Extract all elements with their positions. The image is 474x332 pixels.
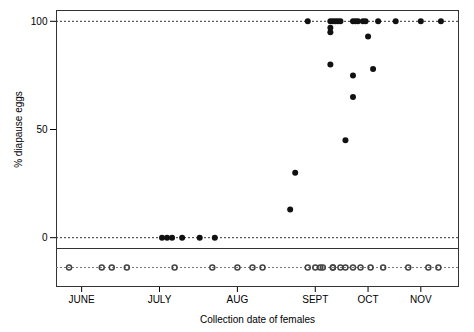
svg-text:% diapause eggs: % diapause eggs xyxy=(13,91,24,168)
svg-text:AUG: AUG xyxy=(227,294,249,305)
svg-text:0: 0 xyxy=(42,232,48,243)
svg-text:50: 50 xyxy=(36,124,48,135)
svg-text:NOV: NOV xyxy=(410,294,432,305)
svg-text:OCT: OCT xyxy=(357,294,378,305)
svg-text:Collection date of females: Collection date of females xyxy=(200,314,315,325)
svg-text:SEPT: SEPT xyxy=(302,294,328,305)
svg-text:100: 100 xyxy=(31,16,48,27)
svg-text:JUNE: JUNE xyxy=(69,294,95,305)
svg-text:JULY: JULY xyxy=(148,294,172,305)
